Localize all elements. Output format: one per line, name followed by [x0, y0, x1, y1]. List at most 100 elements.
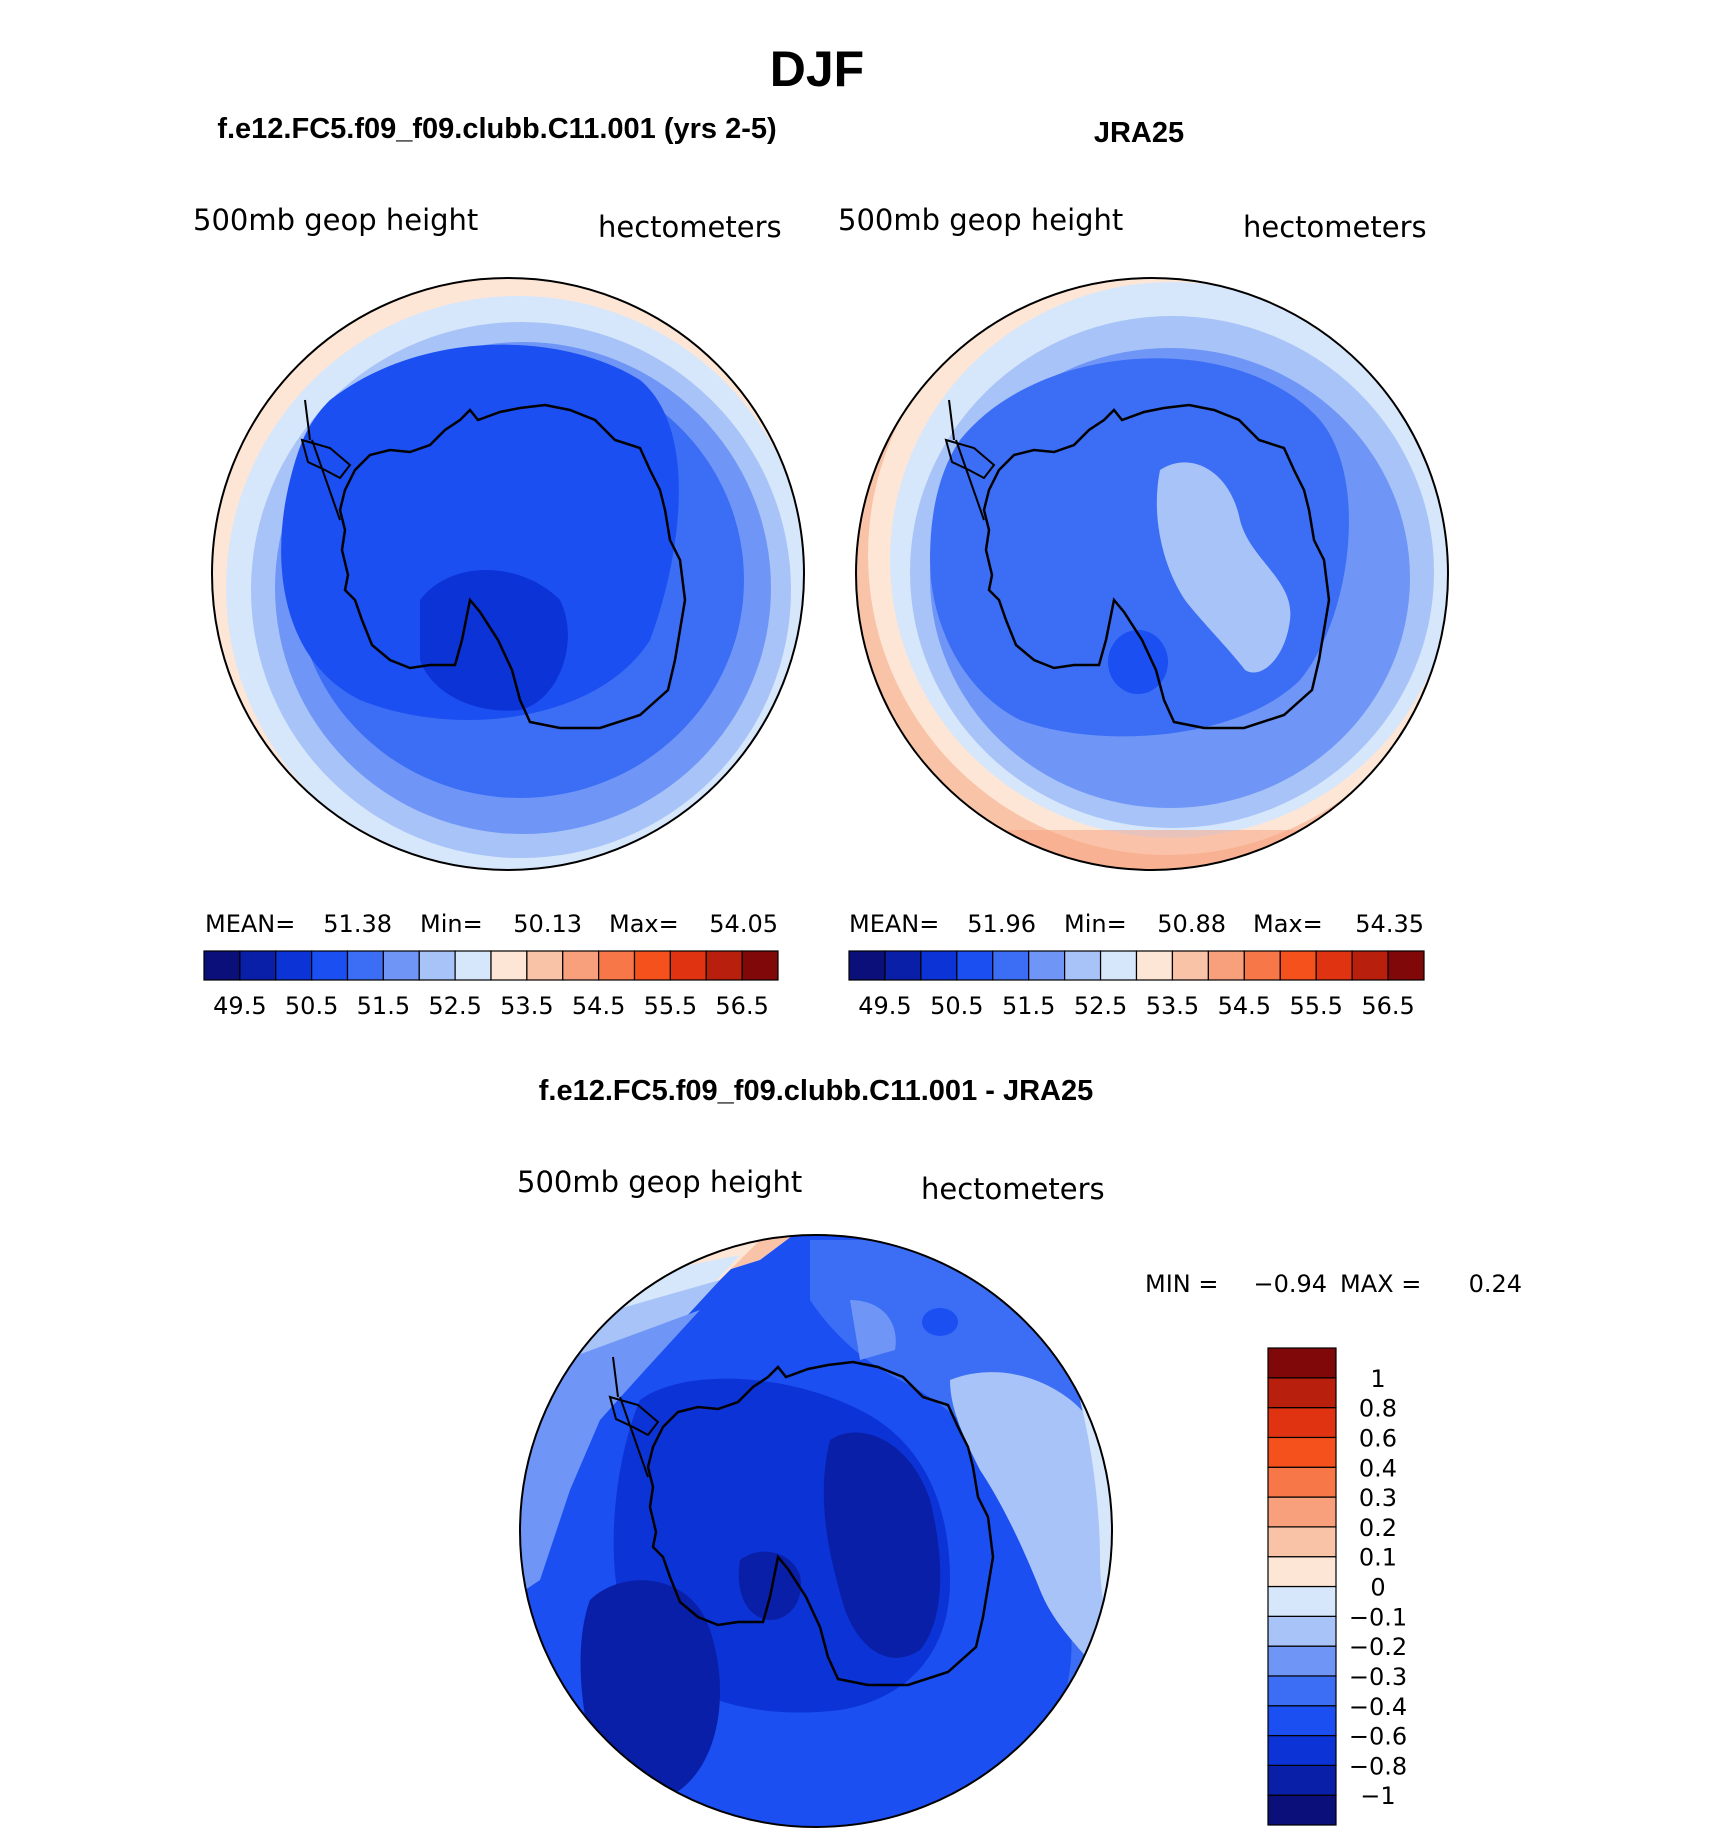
model-colorbar-swatch	[382, 950, 420, 981]
model-max-label: Max=	[609, 910, 679, 938]
diff-colorbar-tick-label: 0.4	[1359, 1454, 1397, 1482]
obs-colorbar-swatch	[920, 950, 958, 981]
model-colorbar-swatch	[275, 950, 313, 981]
model-colorbar-swatch	[705, 950, 743, 981]
obs-colorbar-swatch	[1207, 950, 1245, 981]
diff-colorbar-tick-label: −0.1	[1349, 1603, 1407, 1631]
obs-max-label: Max=	[1253, 910, 1323, 938]
obs-colorbar-tick-label: 56.5	[1361, 992, 1414, 1020]
diff-colorbar-tick-label: 0.2	[1359, 1514, 1397, 1542]
diff-colorbar-swatch	[1267, 1407, 1337, 1439]
obs-colorbar-swatch	[1028, 950, 1066, 981]
model-colorbar-tick-label: 53.5	[500, 992, 553, 1020]
model-mean-value: 51.38	[323, 910, 392, 938]
diff-colorbar-tick-label: 1	[1370, 1365, 1385, 1393]
model-colorbar-swatch	[418, 950, 456, 981]
model-colorbar-tick-label: 55.5	[644, 992, 697, 1020]
obs-colorbar-swatch	[1135, 950, 1174, 981]
model-colorbar-swatch	[239, 950, 277, 981]
model-colorbar-swatch	[562, 950, 600, 981]
obs-colorbar-tick-label: 51.5	[1002, 992, 1055, 1020]
diff-colorbar-swatch	[1267, 1377, 1337, 1409]
obs-units-label: hectometers	[1243, 210, 1427, 244]
diff-colorbar-swatch	[1267, 1556, 1337, 1588]
diff-colorbar-tick-label: 0	[1370, 1574, 1385, 1602]
model-colorbar-tick-label: 54.5	[572, 992, 625, 1020]
model-colorbar-tick-label: 52.5	[428, 992, 481, 1020]
obs-stats: MEAN= 51.96 Min= 50.88 Max= 54.35	[849, 910, 1424, 938]
model-colorbar-swatch	[633, 950, 671, 981]
obs-colorbar-swatch	[1064, 950, 1102, 981]
antarctica-coastline	[646, 1360, 995, 1687]
model-min-value: 50.13	[513, 910, 582, 938]
obs-colorbar-swatch	[1315, 950, 1353, 981]
diff-colorbar-swatch	[1267, 1615, 1337, 1647]
model-colorbar-tick-label: 49.5	[213, 992, 266, 1020]
model-variable-label: 500mb geop height	[193, 203, 478, 237]
obs-colorbar-swatch	[1171, 950, 1209, 981]
diff-colorbar-tick-label: 0.6	[1359, 1424, 1397, 1452]
diff-colorbar-tick-label: −0.6	[1349, 1723, 1407, 1751]
model-colorbar-swatch	[490, 950, 528, 981]
obs-colorbar-tick-label: 49.5	[858, 992, 911, 1020]
obs-colorbar-swatch	[992, 950, 1030, 981]
obs-mean-value: 51.96	[967, 910, 1036, 938]
diff-colorbar: −1−0.8−0.6−0.4−0.3−0.2−0.100.10.20.30.40…	[1267, 1347, 1407, 1826]
obs-colorbar-swatch	[884, 950, 922, 981]
diff-variable-label: 500mb geop height	[517, 1165, 802, 1199]
diff-colorbar-tick-label: −0.4	[1349, 1693, 1407, 1721]
diff-map	[519, 1234, 1113, 1828]
model-colorbar-swatch	[311, 950, 349, 981]
diff-stats: MIN = −0.94 MAX = 0.24	[1145, 1270, 1522, 1298]
model-colorbar-swatch	[598, 950, 636, 981]
diff-colorbar-swatch	[1267, 1794, 1337, 1826]
obs-colorbar-swatch	[1387, 950, 1425, 981]
model-colorbar-swatch	[741, 950, 779, 981]
model-panel-title: f.e12.FC5.f09_f09.clubb.C11.001 (yrs 2-5…	[217, 113, 776, 145]
model-colorbar-swatch	[203, 950, 241, 981]
diff-colorbar-tick-label: −0.2	[1349, 1633, 1407, 1661]
diff-colorbar-tick-label: 0.8	[1359, 1395, 1397, 1423]
obs-colorbar-tick-label: 53.5	[1146, 992, 1199, 1020]
model-stats: MEAN= 51.38 Min= 50.13 Max= 54.05	[205, 910, 778, 938]
model-colorbar-tick-label: 50.5	[285, 992, 338, 1020]
obs-colorbar-tick-label: 50.5	[930, 992, 983, 1020]
model-max-value: 54.05	[709, 910, 778, 938]
obs-colorbar-swatch	[848, 950, 886, 981]
obs-min-label: Min=	[1064, 910, 1127, 938]
diff-colorbar-tick-label: 0.3	[1359, 1484, 1397, 1512]
diff-colorbar-swatch	[1267, 1764, 1337, 1796]
model-mean-label: MEAN=	[205, 910, 295, 938]
diff-panel-title: f.e12.FC5.f09_f09.clubb.C11.001 - JRA25	[539, 1075, 1093, 1107]
diff-colorbar-swatch	[1267, 1347, 1337, 1379]
diff-min-value: −0.94	[1253, 1270, 1327, 1298]
antarctica-coastline	[338, 403, 687, 730]
obs-colorbar-tick-label: 55.5	[1289, 992, 1342, 1020]
diff-colorbar-swatch	[1267, 1526, 1337, 1558]
obs-max-value: 54.35	[1355, 910, 1424, 938]
model-min-label: Min=	[420, 910, 483, 938]
diff-colorbar-swatch	[1267, 1466, 1337, 1498]
model-colorbar-swatch	[526, 950, 564, 981]
diff-max-value: 0.24	[1469, 1270, 1522, 1298]
model-colorbar-tick-label: 51.5	[357, 992, 410, 1020]
diff-colorbar-swatch	[1267, 1436, 1337, 1468]
obs-mean-label: MEAN=	[849, 910, 939, 938]
diff-colorbar-swatch	[1267, 1675, 1337, 1707]
obs-colorbar-tick-label: 54.5	[1218, 992, 1271, 1020]
model-colorbar-swatch	[346, 950, 384, 981]
obs-colorbar-tick-label: 52.5	[1074, 992, 1127, 1020]
model-map	[211, 277, 805, 871]
diff-colorbar-swatch	[1267, 1734, 1337, 1766]
antarctica-coastline	[982, 403, 1331, 730]
diff-colorbar-swatch	[1267, 1496, 1337, 1528]
model-units-label: hectometers	[598, 210, 782, 244]
obs-panel-title: JRA25	[1094, 117, 1184, 149]
obs-colorbar-swatch	[1243, 950, 1281, 981]
diff-units-label: hectometers	[921, 1172, 1105, 1206]
diff-colorbar-swatch	[1267, 1645, 1337, 1677]
obs-map	[855, 277, 1449, 871]
diff-max-label: MAX =	[1340, 1270, 1421, 1298]
model-colorbar-tick-label: 56.5	[715, 992, 768, 1020]
